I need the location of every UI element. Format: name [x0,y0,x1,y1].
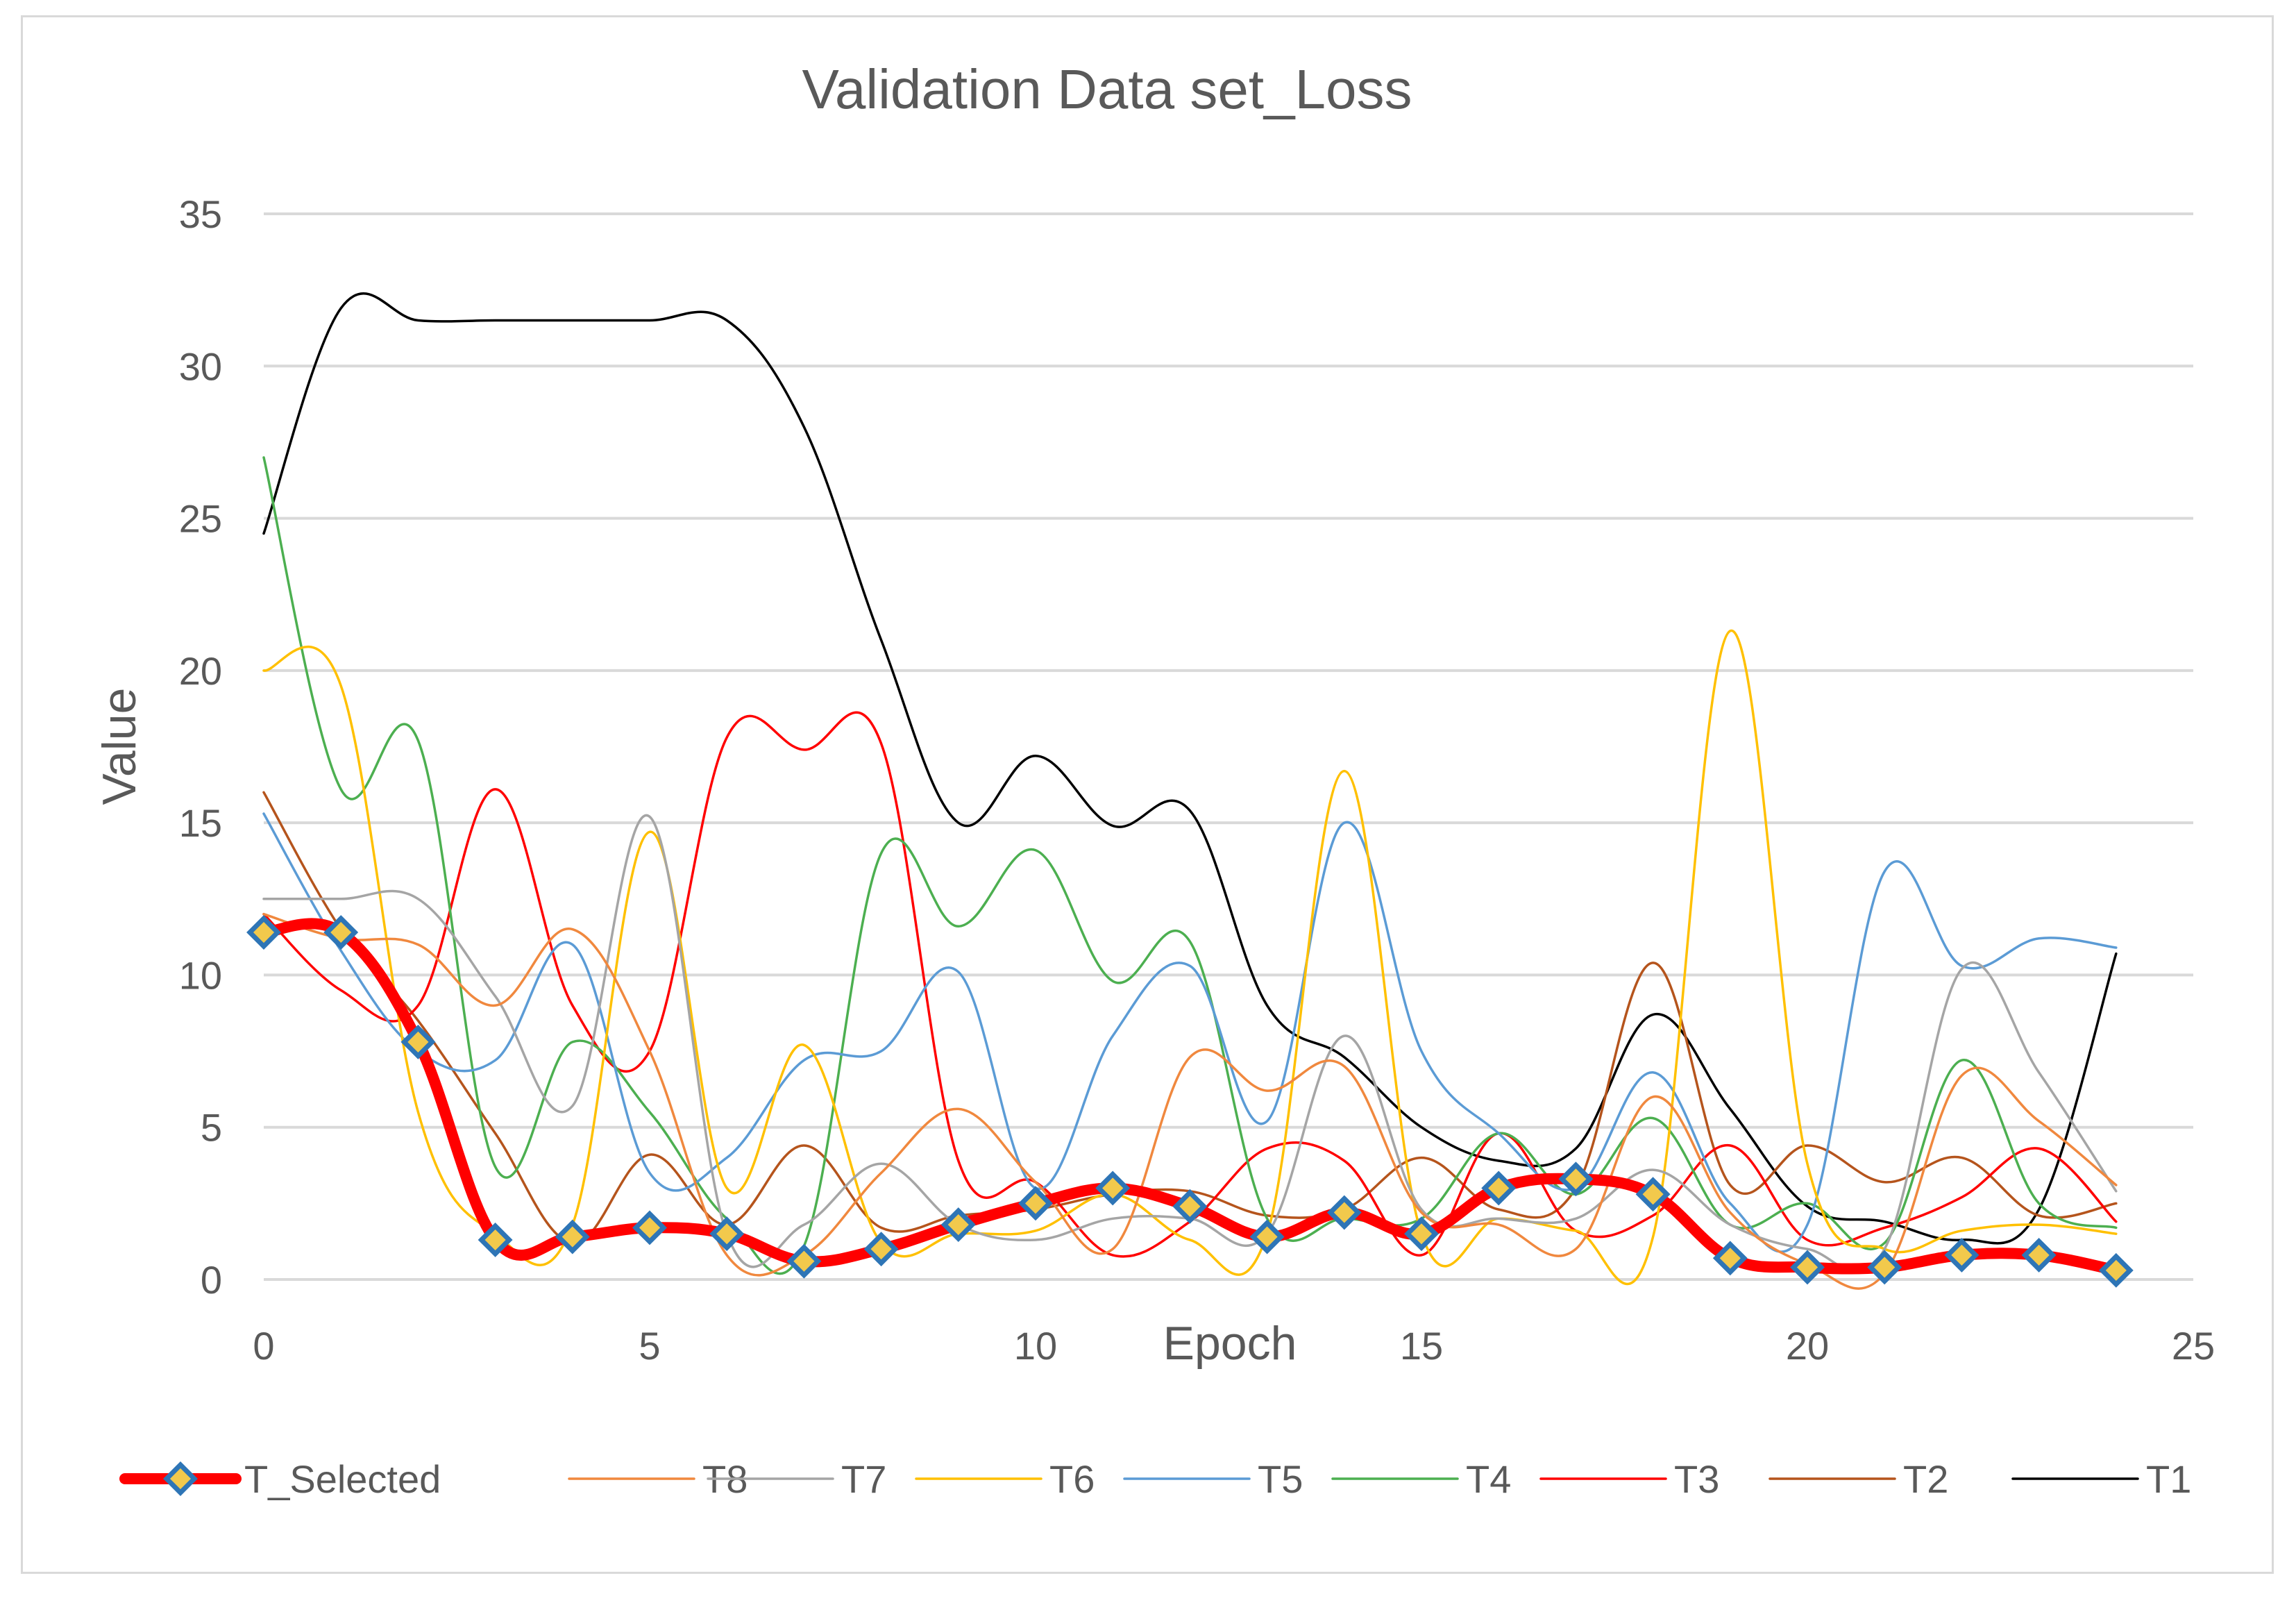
marker-t-selected-16 [1481,1170,1517,1206]
y-axis-label: Value [93,688,146,805]
legend-label-t1: T1 [2146,1457,2191,1501]
series-line-t6 [262,630,2118,1286]
marker-t-selected-2 [400,1024,436,1059]
y-tick-labels: 0 5 10 15 20 25 30 35 [179,192,222,1302]
marker-t-selected-22 [1944,1237,1980,1273]
x-tick-20: 20 [1786,1324,1829,1368]
series-markers [246,915,2134,1288]
x-tick-10: 10 [1014,1324,1057,1368]
y-tick-5: 5 [201,1106,222,1150]
legend-label-t7: T7 [841,1457,886,1501]
legend-marker-t-selected [163,1461,198,1496]
y-tick-30: 30 [179,344,222,388]
gridlines [264,212,2193,1281]
marker-t-selected-7 [786,1243,822,1279]
marker-t-selected-10 [1018,1186,1053,1221]
marker-t-selected-18 [1635,1177,1671,1212]
marker-t-selected-6 [709,1216,745,1252]
series-line-t2 [262,791,2118,1245]
legend-label-t5: T5 [1258,1457,1303,1501]
y-tick-20: 20 [179,649,222,693]
legend-label-t2: T2 [1903,1457,1948,1501]
y-tick-0: 0 [201,1258,222,1302]
marker-t-selected-1 [323,915,359,950]
series-line-t_selected [258,918,2122,1276]
x-tick-labels: 0 5 10 15 20 25 [253,1324,2215,1368]
y-tick-35: 35 [179,192,222,236]
marker-t-selected-15 [1404,1216,1439,1252]
series-line-t3 [262,711,2118,1258]
legend-label-t4: T4 [1466,1457,1511,1501]
legend-label-t6: T6 [1049,1457,1095,1501]
series-line-t5 [262,812,2118,1253]
marker-t-selected-20 [1790,1250,1825,1285]
chart-title: Validation Data set_Loss [802,58,1412,120]
x-axis-label: Epoch [1163,1317,1297,1370]
legend-label-t_selected: T_Selected [244,1457,441,1501]
marker-t-selected-8 [863,1232,899,1267]
marker-t-selected-14 [1326,1195,1362,1230]
marker-t-selected-21 [1867,1250,1902,1285]
x-tick-25: 25 [2172,1324,2215,1368]
series-line-t4 [262,456,2118,1275]
marker-t-selected-5 [632,1210,667,1245]
y-tick-15: 15 [179,801,222,845]
marker-t-selected-11 [1095,1170,1131,1206]
marker-t-selected-19 [1712,1241,1748,1276]
marker-t-selected-9 [940,1207,976,1243]
y-tick-10: 10 [179,953,222,997]
marker-t-selected-4 [555,1219,590,1254]
legend: T_Selected T8 T7 T6 T5 T4 T3 T2 T1 [119,1457,2191,1501]
marker-t-selected-3 [478,1223,513,1257]
marker-t-selected-0 [246,915,281,950]
marker-t-selected-17 [1558,1161,1594,1197]
x-tick-5: 5 [639,1324,660,1368]
y-tick-25: 25 [179,497,222,541]
marker-t-selected-13 [1249,1219,1285,1254]
series-lines [258,292,2122,1290]
legend-label-t3: T3 [1674,1457,1719,1501]
marker-t-selected-24 [2098,1252,2134,1288]
marker-t-selected-12 [1172,1189,1208,1224]
x-tick-0: 0 [253,1324,274,1368]
marker-t-selected-23 [2021,1237,2057,1273]
chart-frame [21,15,2274,1574]
series-line-t1 [262,292,2118,1245]
x-tick-15: 15 [1400,1324,1443,1368]
